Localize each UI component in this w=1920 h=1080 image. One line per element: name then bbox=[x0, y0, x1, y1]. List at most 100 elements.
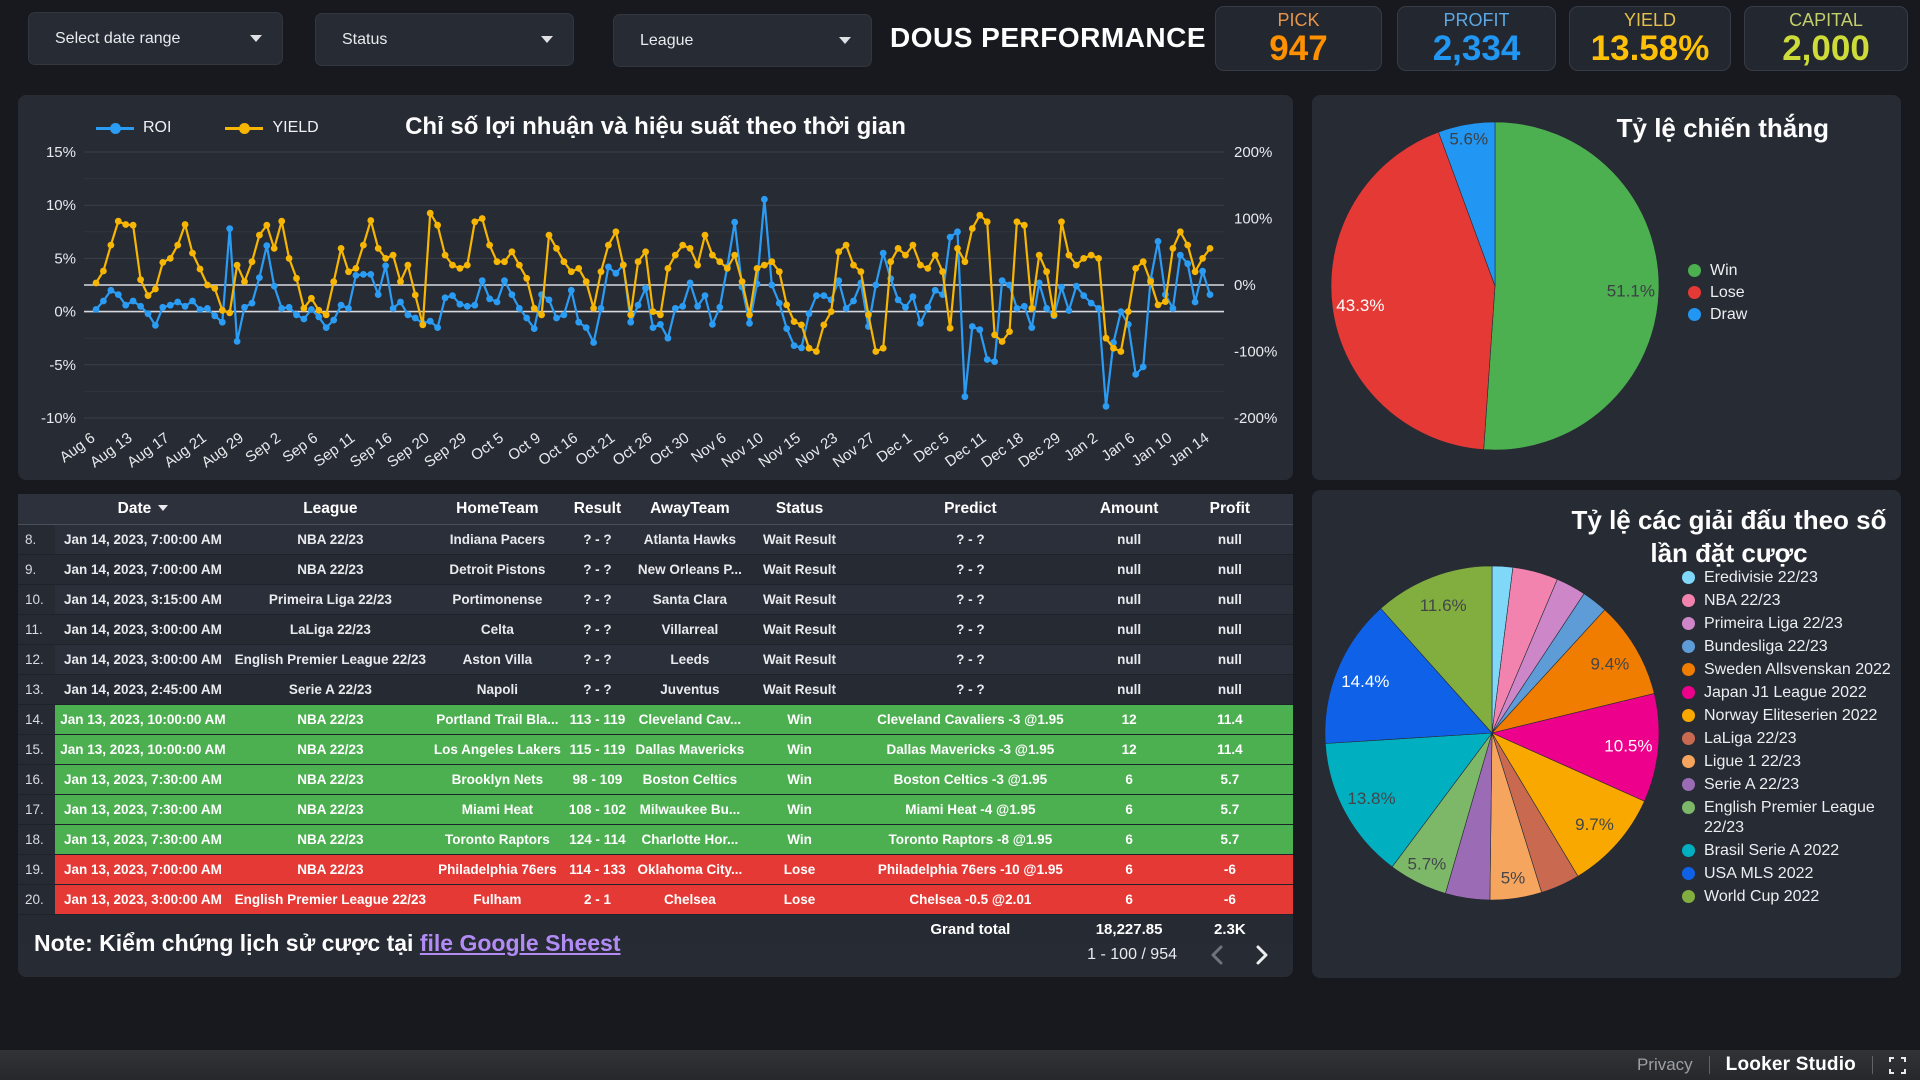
league-share-legend-label: USA MLS 2022 bbox=[1704, 865, 1814, 882]
league-share-legend-item[interactable]: Bundesliga 22/23 bbox=[1682, 637, 1897, 657]
cell-profit: null bbox=[1166, 523, 1293, 554]
column-header-date[interactable]: Date bbox=[54, 494, 231, 525]
win-rate-legend-item[interactable]: Win bbox=[1688, 261, 1747, 281]
league-share-legend-item[interactable]: Serie A 22/23 bbox=[1682, 775, 1897, 795]
win-rate-legend-item[interactable]: Lose bbox=[1688, 283, 1747, 303]
time-series-chart[interactable]: 15% 10% 5% 0% -5% -10% 200% 100% 0% -100% -200% Aug… bbox=[18, 95, 1293, 480]
table-row[interactable]: 13. Jan 14, 2023, 2:45:00 AM Serie A 22/23… bbox=[18, 673, 1293, 704]
column-header-league[interactable]: League bbox=[230, 494, 430, 525]
scorecard-capital: CAPITAL 2,000 bbox=[1744, 6, 1908, 71]
league-share-legend-item[interactable]: USA MLS 2022 bbox=[1682, 864, 1897, 884]
column-header-status[interactable]: Status bbox=[749, 494, 850, 525]
grand-total-row: Grand total 18,227.85 2.3K bbox=[18, 913, 1293, 944]
column-header-profit[interactable]: Profit bbox=[1166, 494, 1293, 525]
cell-amount: 6 bbox=[1091, 883, 1167, 914]
looker-footer-bar: Privacy Looker Studio bbox=[0, 1050, 1920, 1080]
fullscreen-icon[interactable] bbox=[1889, 1056, 1906, 1074]
cell-home: Aston Villa bbox=[429, 643, 565, 674]
grand-total-cell bbox=[54, 913, 231, 944]
table-row[interactable]: 10. Jan 14, 2023, 3:15:00 AM Primeira Liga… bbox=[18, 583, 1293, 614]
legend-item-yield[interactable]: YIELD bbox=[225, 119, 319, 137]
cell-league: NBA 22/23 bbox=[230, 793, 430, 824]
column-header-result[interactable]: Result bbox=[564, 494, 630, 525]
date-range-filter[interactable]: Select date range bbox=[28, 12, 283, 65]
table-row[interactable]: 15. Jan 13, 2023, 10:00:00 AM NBA 22/23 Los… bbox=[18, 733, 1293, 764]
legend-item-roi[interactable]: ROI bbox=[96, 119, 171, 137]
league-share-legend-item[interactable]: Primeira Liga 22/23 bbox=[1682, 614, 1897, 634]
grand-total-cell bbox=[18, 913, 55, 944]
table-row[interactable]: 18. Jan 13, 2023, 7:30:00 AM NBA 22/23 Toro… bbox=[18, 823, 1293, 854]
cell-predict: ? - ? bbox=[849, 613, 1092, 644]
cell-status: Win bbox=[749, 733, 850, 764]
table-row[interactable]: 19. Jan 13, 2023, 7:00:00 AM NBA 22/23 Phil… bbox=[18, 853, 1293, 884]
cell-profit: 5.7 bbox=[1166, 823, 1293, 854]
cell-away: Chelsea bbox=[629, 883, 750, 914]
column-header-amount[interactable]: Amount bbox=[1091, 494, 1167, 525]
league-share-legend-label: LaLiga 22/23 bbox=[1704, 730, 1797, 747]
table-row[interactable]: 8. Jan 14, 2023, 7:00:00 AM NBA 22/23 India… bbox=[18, 523, 1293, 554]
win-rate-pie-panel: Tỷ lệ chiến thắng 51.1% 43.3% 5.6% Win Lose… bbox=[1312, 95, 1901, 480]
column-header-awayteam[interactable]: AwayTeam bbox=[629, 494, 750, 525]
cell-league: NBA 22/23 bbox=[230, 523, 430, 554]
cell-status: Win bbox=[749, 823, 850, 854]
cell-home: Portland Trail Bla... bbox=[429, 703, 565, 734]
league-share-legend-item[interactable]: LaLiga 22/23 bbox=[1682, 729, 1897, 749]
league-share-legend-item[interactable]: NBA 22/23 bbox=[1682, 591, 1897, 611]
league-share-legend-item[interactable]: English Premier League 22/23 bbox=[1682, 798, 1897, 838]
previous-page-button[interactable] bbox=[1205, 944, 1227, 966]
google-sheet-link[interactable]: file Google Sheest bbox=[419, 930, 621, 956]
cell-date: Jan 14, 2023, 3:00:00 AM bbox=[54, 613, 231, 644]
bets-table[interactable]: Date League HomeTeam Result AwayTeam Status Pr… bbox=[18, 494, 1293, 944]
column-header-hometeam[interactable]: HomeTeam bbox=[429, 494, 565, 525]
league-filter[interactable]: League bbox=[613, 14, 872, 67]
table-row[interactable]: 16. Jan 13, 2023, 7:30:00 AM NBA 22/23 Broo… bbox=[18, 763, 1293, 794]
table-row[interactable]: 11. Jan 14, 2023, 3:00:00 AM LaLiga 22/23 C… bbox=[18, 613, 1293, 644]
cell-amount: null bbox=[1091, 613, 1167, 644]
cell-home: Toronto Raptors bbox=[429, 823, 565, 854]
table-row[interactable]: 20. Jan 13, 2023, 3:00:00 AM English Premi… bbox=[18, 883, 1293, 914]
row-number: 12. bbox=[18, 643, 55, 674]
cell-predict: ? - ? bbox=[849, 673, 1092, 704]
cell-home: Portimonense bbox=[429, 583, 565, 614]
cell-league: NBA 22/23 bbox=[230, 763, 430, 794]
table-row[interactable]: 12. Jan 14, 2023, 3:00:00 AM English Premi… bbox=[18, 643, 1293, 674]
league-share-legend-label: Japan J1 League 2022 bbox=[1704, 684, 1867, 701]
league-share-legend-item[interactable]: Norway Eliteserien 2022 bbox=[1682, 706, 1897, 726]
win-rate-pie-chart[interactable]: 51.1% 43.3% 5.6% bbox=[1312, 95, 1901, 480]
svg-text:200%: 200% bbox=[1234, 144, 1272, 161]
table-row[interactable]: 17. Jan 13, 2023, 7:30:00 AM NBA 22/23 Miam… bbox=[18, 793, 1293, 824]
column-header-predict[interactable]: Predict bbox=[849, 494, 1092, 525]
status-filter[interactable]: Status bbox=[315, 13, 574, 66]
next-page-button[interactable] bbox=[1251, 944, 1273, 966]
time-series-chart-panel: Chỉ số lợi nhuận và hiệu suất theo thời … bbox=[18, 95, 1293, 480]
cell-home: Los Angeles Lakers bbox=[429, 733, 565, 764]
cell-league: Serie A 22/23 bbox=[230, 673, 430, 704]
league-share-legend-item[interactable]: Sweden Allsvenskan 2022 bbox=[1682, 660, 1897, 680]
scorecard-yield: YIELD 13.58% bbox=[1569, 6, 1731, 71]
cell-league: NBA 22/23 bbox=[230, 703, 430, 734]
league-share-pie-chart[interactable]: 9.4% 10.5% 9.7% 5% 5.7% 13.8% 14.4% 11.6% bbox=[1312, 490, 1901, 978]
cell-profit: 5.7 bbox=[1166, 793, 1293, 824]
win-rate-legend-item[interactable]: Draw bbox=[1688, 305, 1747, 325]
cell-result: ? - ? bbox=[564, 613, 630, 644]
cell-predict: ? - ? bbox=[849, 583, 1092, 614]
chevron-down-icon bbox=[541, 36, 553, 43]
league-share-legend-item[interactable]: World Cup 2022 bbox=[1682, 887, 1897, 907]
table-row[interactable]: 9. Jan 14, 2023, 7:00:00 AM NBA 22/23 Detro… bbox=[18, 553, 1293, 584]
svg-text:Oct 30: Oct 30 bbox=[647, 429, 693, 469]
cell-league: NBA 22/23 bbox=[230, 853, 430, 884]
table-row[interactable]: 14. Jan 13, 2023, 10:00:00 AM NBA 22/23 Por… bbox=[18, 703, 1293, 734]
league-share-legend-label: Sweden Allsvenskan 2022 bbox=[1704, 661, 1891, 678]
cell-amount: null bbox=[1091, 553, 1167, 584]
table-pagination: 1 - 100 / 954 bbox=[1087, 944, 1273, 966]
privacy-link[interactable]: Privacy bbox=[1636, 1055, 1693, 1074]
cell-league: LaLiga 22/23 bbox=[230, 613, 430, 644]
svg-text:0%: 0% bbox=[1234, 277, 1256, 294]
svg-text:5%: 5% bbox=[1501, 869, 1526, 888]
league-share-legend-item[interactable]: Brasil Serie A 2022 bbox=[1682, 841, 1897, 861]
league-share-legend-item[interactable]: Ligue 1 22/23 bbox=[1682, 752, 1897, 772]
cell-amount: 12 bbox=[1091, 703, 1167, 734]
league-share-legend-item[interactable]: Eredivisie 22/23 bbox=[1682, 568, 1897, 588]
league-share-legend-item[interactable]: Japan J1 League 2022 bbox=[1682, 683, 1897, 703]
cell-status: Wait Result bbox=[749, 643, 850, 674]
